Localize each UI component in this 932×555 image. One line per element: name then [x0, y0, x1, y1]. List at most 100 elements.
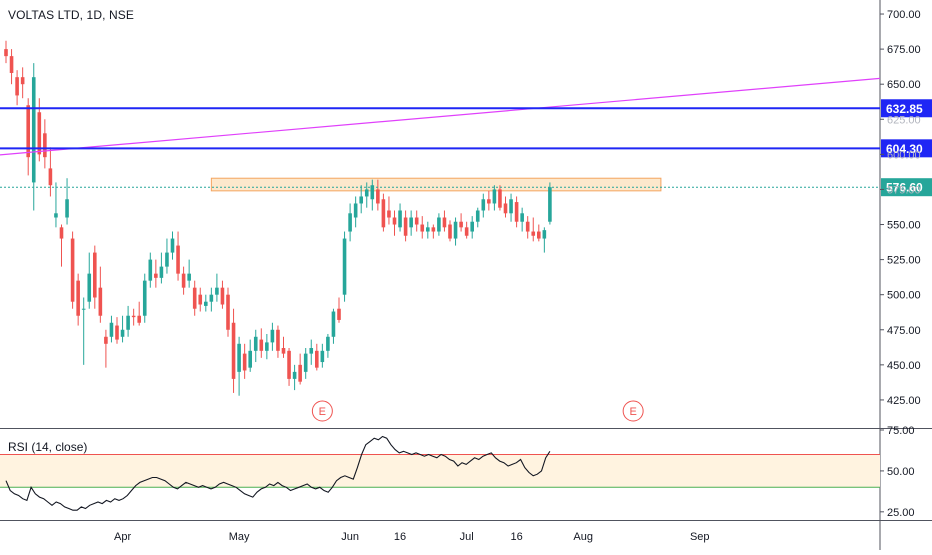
candle-body — [498, 189, 502, 208]
rsi-tick-label: 50.00 — [887, 466, 915, 478]
time-tick-label: 16 — [510, 531, 522, 543]
candle — [170, 231, 175, 260]
candle-body — [265, 342, 269, 351]
candle — [292, 364, 297, 391]
time-tick-label: Apr — [114, 531, 131, 543]
candle — [4, 40, 8, 64]
candle — [492, 185, 497, 211]
price-axis[interactable]: 632.85 604.30 576.60 425.00 450.00 475.00 500.… — [880, 9, 932, 519]
candle-body — [137, 315, 141, 323]
candle-body — [15, 77, 19, 96]
price-tick-label: 700.00 — [887, 9, 921, 21]
candle — [448, 220, 452, 242]
candle — [548, 182, 552, 225]
candle-body — [198, 294, 203, 305]
candle-body — [31, 77, 36, 183]
candle-body — [48, 168, 53, 186]
price-tick-label: 675.00 — [887, 44, 921, 56]
candle — [464, 221, 469, 239]
candle-body — [359, 196, 363, 204]
candle — [259, 328, 264, 358]
candle — [320, 343, 325, 368]
candle — [309, 339, 314, 365]
candle-body — [298, 364, 302, 382]
time-tick-label: Jul — [460, 531, 474, 543]
candle — [215, 273, 219, 302]
candle — [387, 196, 391, 225]
candle-body — [303, 353, 308, 372]
candle — [414, 210, 419, 232]
candle-body — [398, 210, 402, 228]
time-axis[interactable]: Apr May Jun 16 Jul 16 Aug Sep — [114, 531, 710, 543]
candle — [459, 213, 463, 232]
candle-body — [4, 49, 8, 57]
candle-body — [514, 202, 519, 222]
candle — [43, 119, 47, 169]
candle — [120, 315, 125, 343]
candle-body — [270, 329, 275, 343]
candle-body — [509, 199, 513, 214]
candle-body — [326, 336, 330, 351]
candle-body — [131, 315, 136, 318]
candle-body — [531, 231, 536, 236]
price-tick-label: 475.00 — [887, 325, 921, 337]
price-tick-label: 450.00 — [887, 360, 921, 372]
candle-body — [348, 213, 352, 232]
candle — [531, 217, 536, 242]
candle-body — [470, 221, 474, 232]
candle-body — [109, 322, 114, 337]
price-tick-label: 425.00 — [887, 395, 921, 407]
candle — [70, 231, 75, 309]
resistance-zone — [210, 177, 662, 192]
candle — [442, 210, 447, 232]
candle-body — [65, 199, 69, 218]
candle-body — [59, 227, 64, 239]
resistance-zone-box — [210, 177, 662, 192]
candle-body — [370, 185, 375, 200]
candle-body — [392, 217, 397, 225]
candle-body — [459, 221, 463, 228]
candle — [126, 305, 130, 337]
candle-body — [54, 213, 58, 218]
candle — [525, 216, 530, 239]
candle-body — [159, 266, 164, 278]
candle — [437, 213, 441, 236]
candle-body — [409, 217, 413, 228]
candle — [342, 231, 347, 302]
candle-body — [315, 350, 319, 368]
candle — [253, 329, 258, 363]
candle-body — [475, 210, 480, 222]
level-price-tag — [881, 139, 932, 158]
candle-body — [487, 199, 491, 204]
candle — [31, 63, 36, 211]
candle-body — [542, 230, 547, 239]
candle — [137, 301, 141, 326]
rsi-band — [0, 454, 880, 488]
candle-body — [525, 221, 530, 232]
candle-body — [337, 308, 341, 320]
candle-body — [492, 189, 497, 204]
candle-body — [464, 227, 469, 236]
price-tick-label: 550.00 — [887, 220, 921, 232]
candle-body — [93, 252, 97, 298]
candle-body — [148, 259, 153, 281]
candle — [498, 185, 502, 211]
candle-body — [548, 187, 552, 222]
candle — [409, 210, 413, 236]
candle-body — [104, 336, 108, 344]
candle-body — [292, 371, 297, 379]
candle-body — [253, 336, 258, 351]
candle-body — [87, 273, 92, 302]
candle — [503, 196, 508, 218]
candle-body — [431, 227, 436, 232]
candle — [270, 322, 275, 351]
candle — [131, 308, 136, 326]
candle — [315, 343, 319, 371]
candle-body — [176, 245, 180, 274]
last-price-label: 576.60 — [886, 181, 923, 195]
candle — [109, 315, 114, 343]
candle — [431, 224, 436, 239]
candle — [98, 266, 103, 323]
